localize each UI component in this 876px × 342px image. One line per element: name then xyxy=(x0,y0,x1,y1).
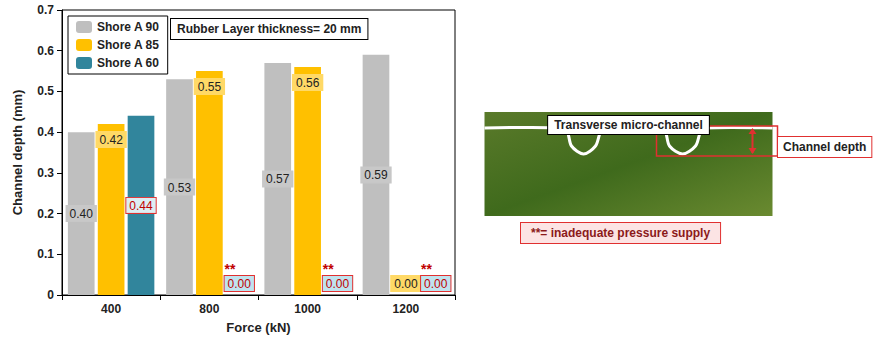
svg-text:1000: 1000 xyxy=(294,302,321,316)
svg-text:0.6: 0.6 xyxy=(37,44,54,58)
svg-text:0.2: 0.2 xyxy=(37,207,54,221)
svg-text:0: 0 xyxy=(47,288,54,302)
svg-text:Shore A 60: Shore A 60 xyxy=(97,56,159,70)
svg-text:800: 800 xyxy=(199,302,219,316)
svg-text:0.00: 0.00 xyxy=(424,277,448,291)
svg-text:0.59: 0.59 xyxy=(364,168,388,182)
svg-text:**: ** xyxy=(225,261,236,277)
svg-text:0.7: 0.7 xyxy=(37,3,54,17)
svg-text:0.44: 0.44 xyxy=(129,199,153,213)
svg-text:0.00: 0.00 xyxy=(394,277,418,291)
svg-text:1200: 1200 xyxy=(393,302,420,316)
svg-text:0.4: 0.4 xyxy=(37,125,54,139)
svg-text:0.00: 0.00 xyxy=(326,277,350,291)
svg-text:400: 400 xyxy=(101,302,121,316)
svg-text:**= inadequate pressure supply: **= inadequate pressure supply xyxy=(531,226,710,240)
svg-text:0.55: 0.55 xyxy=(198,80,222,94)
svg-text:Channel depth: Channel depth xyxy=(783,140,866,154)
svg-text:0.56: 0.56 xyxy=(296,76,320,90)
svg-text:0.40: 0.40 xyxy=(70,207,94,221)
svg-text:**: ** xyxy=(323,261,334,277)
svg-text:0.42: 0.42 xyxy=(99,133,123,147)
svg-text:0.3: 0.3 xyxy=(37,166,54,180)
svg-text:0.57: 0.57 xyxy=(266,172,290,186)
svg-text:Force (kN): Force (kN) xyxy=(226,320,290,335)
svg-text:0.1: 0.1 xyxy=(37,247,54,261)
svg-text:Rubber Layer thickness= 20 mm: Rubber Layer thickness= 20 mm xyxy=(177,22,361,36)
svg-text:Transverse micro-channel: Transverse micro-channel xyxy=(554,118,703,132)
svg-text:0.00: 0.00 xyxy=(228,277,252,291)
svg-text:**: ** xyxy=(421,261,432,277)
svg-text:0.53: 0.53 xyxy=(168,181,192,195)
svg-text:Shore A 85: Shore A 85 xyxy=(97,38,159,52)
svg-text:0.5: 0.5 xyxy=(37,84,54,98)
svg-text:Channel depth (mm): Channel depth (mm) xyxy=(10,90,25,216)
svg-text:Shore A 90: Shore A 90 xyxy=(97,20,159,34)
